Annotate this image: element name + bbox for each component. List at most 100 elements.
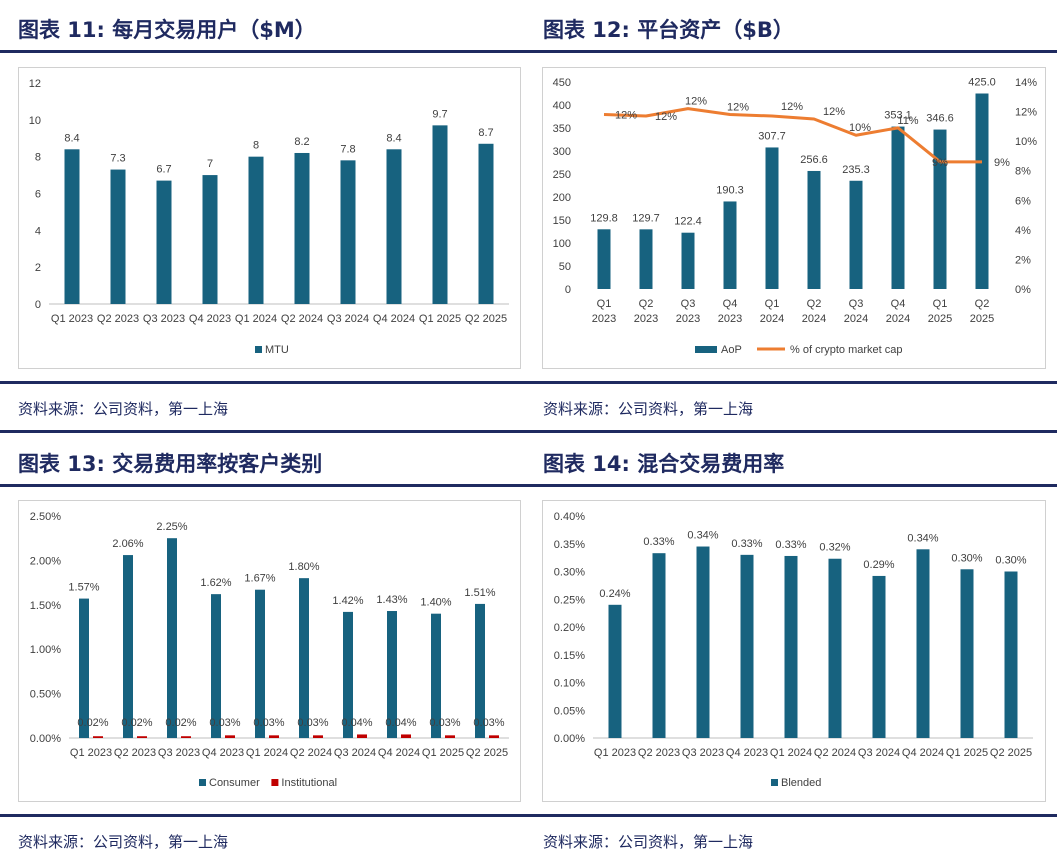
data-label: 0.29% bbox=[863, 559, 894, 571]
bar-aop bbox=[723, 201, 737, 289]
legend-label: AoP bbox=[721, 344, 742, 356]
panel-chart-13: 图表 13: 交易费用率按客户类别 0.00% 0.50% 1.00% 1.50% 2.… bbox=[0, 430, 531, 865]
chart-title: 图表 12: 平台资产（$B） bbox=[543, 18, 794, 42]
x-tick-label: Q2 2024 bbox=[814, 747, 856, 759]
x-tick-label: Q2 2023 bbox=[97, 313, 139, 325]
x-tick-label: Q3 2024 bbox=[327, 313, 369, 325]
y-tick-label: 0.05% bbox=[554, 705, 585, 717]
data-label: 353.1 bbox=[884, 110, 912, 122]
y2-tick-label: 14% bbox=[1015, 77, 1037, 89]
y-tick-label: 0 bbox=[565, 284, 571, 296]
legend-swatch-aop bbox=[695, 346, 717, 353]
data-label: 129.8 bbox=[590, 212, 618, 224]
bar-blended bbox=[1004, 571, 1018, 738]
y-tick-label: 0.10% bbox=[554, 678, 585, 690]
bar-aop bbox=[933, 129, 947, 289]
aop-chart: 0 50 100 150 200 250 300 350 400 450 0% 2% 4% 6% 8% 10%… bbox=[553, 77, 1038, 357]
data-label: 0.02% bbox=[121, 717, 152, 729]
bar-mtu bbox=[432, 125, 448, 304]
data-label: 0.34% bbox=[907, 532, 938, 544]
data-label: 8.4 bbox=[64, 132, 79, 144]
data-label: 307.7 bbox=[758, 130, 786, 142]
y2-tick-label: 0% bbox=[1015, 284, 1031, 296]
bar-mtu bbox=[294, 152, 310, 304]
y-tick-label: 150 bbox=[553, 215, 571, 227]
y-tick-label: 0.20% bbox=[554, 622, 585, 634]
x-tick-label: Q2 2023 bbox=[114, 747, 156, 759]
bar-blended bbox=[960, 569, 974, 738]
chart-title: 图表 14: 混合交易费用率 bbox=[543, 452, 785, 476]
x-tick-label-year: 2023 bbox=[634, 313, 658, 325]
line-data-label: 10% bbox=[849, 122, 871, 134]
data-label: 1.57% bbox=[68, 582, 99, 594]
bar-aop bbox=[597, 229, 611, 289]
bar-aop bbox=[639, 229, 653, 289]
y2-tick-label: 4% bbox=[1015, 225, 1031, 237]
bar-mtu bbox=[64, 149, 80, 304]
bar-institutional bbox=[93, 736, 103, 738]
bar-blended bbox=[608, 604, 622, 738]
x-tick-label-year: 2024 bbox=[802, 313, 826, 325]
y-tick-label: 0 bbox=[35, 299, 41, 311]
line-data-label: 12% bbox=[685, 96, 707, 108]
bar-consumer bbox=[123, 555, 133, 738]
data-label: 8.7 bbox=[478, 127, 493, 139]
y-tick-label: 2 bbox=[35, 262, 41, 274]
bar-aop bbox=[849, 180, 863, 289]
x-tick-label: Q4 2023 bbox=[202, 747, 244, 759]
data-label: 129.7 bbox=[632, 212, 660, 224]
legend-swatch-institutional bbox=[271, 779, 279, 786]
x-tick-label-year: 2025 bbox=[928, 313, 952, 325]
bar-mtu bbox=[340, 160, 356, 304]
x-tick-label: Q1 2024 bbox=[235, 313, 277, 325]
x-tick-label: Q1 2025 bbox=[946, 747, 988, 759]
bar-blended bbox=[652, 553, 666, 738]
y-tick-label: 450 bbox=[553, 77, 571, 89]
x-tick-label: Q1 2025 bbox=[422, 747, 464, 759]
data-label: 7.3 bbox=[110, 153, 125, 165]
bar-blended bbox=[696, 546, 710, 738]
legend-swatch-blended bbox=[771, 779, 778, 786]
y2-tick-label: 10% bbox=[1015, 136, 1037, 148]
data-label: 0.30% bbox=[995, 555, 1026, 567]
y-tick-label: 0.15% bbox=[554, 650, 585, 662]
data-label: 346.6 bbox=[926, 113, 954, 125]
data-label: 190.3 bbox=[716, 184, 744, 196]
bar-consumer bbox=[211, 594, 221, 738]
data-label: 1.42% bbox=[332, 595, 363, 607]
data-label: 8 bbox=[253, 140, 259, 152]
y-tick-label: 2.00% bbox=[30, 555, 61, 567]
bar-institutional bbox=[137, 736, 147, 738]
bar-institutional bbox=[357, 734, 367, 738]
bottom-divider bbox=[531, 814, 1057, 817]
bar-consumer bbox=[431, 613, 441, 738]
y-tick-label: 0.25% bbox=[554, 594, 585, 606]
chart-frame: 0.00% 0.05% 0.10% 0.15% 0.20% 0.25% 0.30% 0.35%… bbox=[542, 500, 1046, 802]
x-tick-label: Q3 bbox=[681, 298, 696, 310]
y2-tick-label: 8% bbox=[1015, 166, 1031, 178]
x-tick-label: Q4 2023 bbox=[726, 747, 768, 759]
x-tick-label: Q2 2025 bbox=[990, 747, 1032, 759]
x-tick-label: Q1 2024 bbox=[246, 747, 288, 759]
x-tick-label: Q3 2023 bbox=[158, 747, 200, 759]
data-label: 6.7 bbox=[156, 164, 171, 176]
chart-title: 图表 11: 每月交易用户（$M） bbox=[18, 18, 316, 42]
bar-mtu bbox=[248, 156, 264, 304]
legend-swatch-consumer bbox=[199, 779, 206, 786]
x-tick-label: Q4 2024 bbox=[378, 747, 420, 759]
x-tick-label: Q3 2023 bbox=[143, 313, 185, 325]
x-tick-label: Q2 bbox=[975, 298, 990, 310]
title-divider bbox=[0, 50, 531, 53]
y2-tick-label: 2% bbox=[1015, 254, 1031, 266]
data-label: 2.06% bbox=[112, 538, 143, 550]
bar-consumer bbox=[475, 603, 485, 738]
data-label: 1.62% bbox=[200, 577, 231, 589]
x-tick-label: Q1 2025 bbox=[419, 313, 461, 325]
x-tick-label: Q3 bbox=[849, 298, 864, 310]
bar-blended bbox=[740, 554, 754, 738]
data-label: 7 bbox=[207, 158, 213, 170]
x-tick-label-year: 2023 bbox=[592, 313, 616, 325]
bar-mtu bbox=[156, 180, 172, 304]
y-tick-label: 0.50% bbox=[30, 689, 61, 701]
fee-rate-by-customer-chart: 0.00% 0.50% 1.00% 1.50% 2.00% 2.50% Q1 2023 1.5… bbox=[30, 511, 509, 789]
